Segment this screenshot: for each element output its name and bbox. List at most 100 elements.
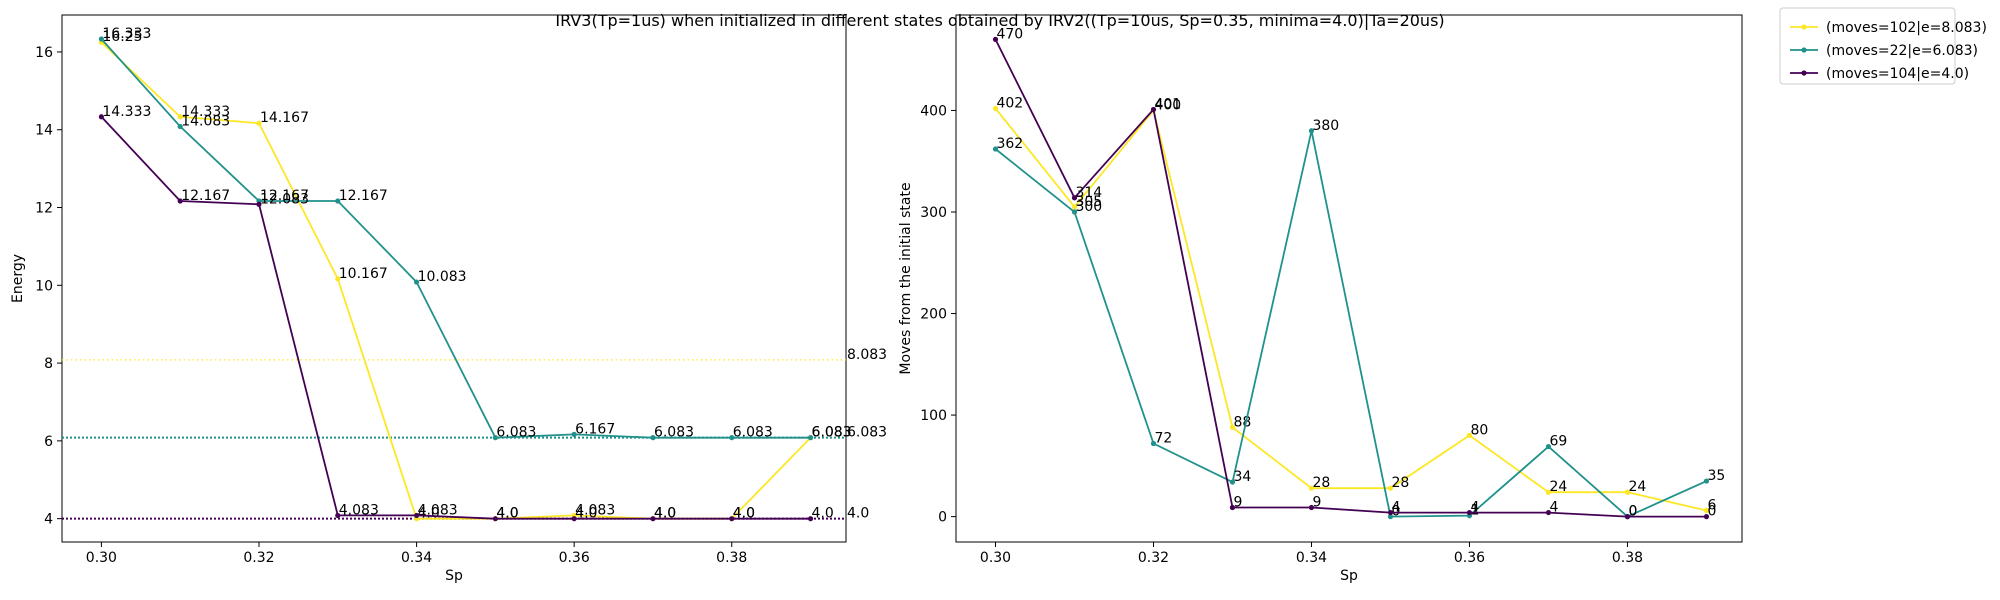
series-point-0 bbox=[1229, 424, 1236, 430]
data-label-2: 12.083 bbox=[260, 191, 309, 207]
series-point-1 bbox=[1071, 209, 1078, 215]
data-label-1: 0 bbox=[1391, 504, 1400, 520]
series-point-1 bbox=[335, 198, 341, 204]
series-point-2 bbox=[256, 201, 262, 207]
series-point-1 bbox=[729, 435, 735, 441]
series-point-2 bbox=[571, 516, 577, 522]
data-label-0: 28 bbox=[1312, 475, 1330, 491]
series-point-1 bbox=[807, 435, 814, 441]
data-label-1: 6.083 bbox=[496, 425, 536, 441]
series-point-1 bbox=[1150, 440, 1157, 447]
y-tick-label: 100 bbox=[920, 408, 947, 424]
x-tick-label: 0.30 bbox=[86, 550, 117, 566]
y-tick-label: 0 bbox=[938, 510, 947, 526]
reference-label-2: 4.0 bbox=[847, 506, 869, 522]
data-label-1: 35 bbox=[1707, 468, 1725, 484]
series-point-1 bbox=[1308, 128, 1315, 134]
series-point-0 bbox=[1387, 485, 1394, 491]
plot-frame bbox=[61, 14, 847, 543]
series-point-1 bbox=[98, 36, 104, 42]
data-label-0: 88 bbox=[1233, 414, 1251, 430]
data-label-2: 4.0 bbox=[575, 506, 597, 522]
x-tick-label: 0.36 bbox=[559, 550, 590, 566]
data-label-1: 34 bbox=[1233, 469, 1251, 485]
series-point-2 bbox=[1466, 509, 1473, 516]
y-tick-label: 300 bbox=[920, 205, 947, 221]
series-point-0 bbox=[1624, 489, 1631, 495]
data-label-0: 14.333 bbox=[181, 104, 230, 120]
data-label-1: 72 bbox=[1154, 431, 1172, 447]
data-label-2: 4.0 bbox=[496, 506, 518, 522]
data-label-2: 4.083 bbox=[339, 502, 379, 518]
series-point-2 bbox=[1071, 195, 1078, 201]
data-label-0: 14.167 bbox=[260, 110, 309, 126]
series-point-0 bbox=[1071, 204, 1078, 210]
series-point-2 bbox=[1308, 504, 1315, 511]
data-label-2: 4 bbox=[1549, 500, 1558, 516]
figure-title: IRV3(Tp=1us) when initialized in differe… bbox=[555, 11, 1444, 30]
series-point-2 bbox=[413, 512, 420, 519]
legend-box bbox=[1779, 7, 1956, 85]
data-label-2: 314 bbox=[1075, 185, 1102, 201]
y-tick-label: 10 bbox=[35, 278, 53, 294]
series-point-2 bbox=[650, 516, 656, 522]
data-label-0: 305 bbox=[1075, 194, 1102, 210]
y-tick-label: 6 bbox=[44, 434, 53, 450]
legend-marker-2 bbox=[1801, 70, 1807, 76]
series-point-1 bbox=[1703, 478, 1710, 484]
x-tick-label: 0.38 bbox=[716, 550, 747, 566]
y-tick-label: 8 bbox=[44, 356, 53, 372]
data-label-0: 4.0 bbox=[496, 506, 518, 522]
legend-marker-0 bbox=[1801, 24, 1807, 30]
series-line-2 bbox=[994, 38, 1707, 518]
series-point-2 bbox=[807, 516, 814, 522]
data-label-1: 362 bbox=[996, 136, 1023, 152]
data-label-2: 9 bbox=[1312, 494, 1321, 510]
series-point-1 bbox=[177, 123, 183, 130]
data-label-1: 6.083 bbox=[733, 425, 773, 441]
data-label-2: 0 bbox=[1707, 504, 1716, 520]
data-label-2: 12.167 bbox=[181, 188, 230, 204]
series-point-2 bbox=[992, 36, 999, 42]
series-point-2 bbox=[177, 198, 183, 204]
data-label-0: 24 bbox=[1549, 479, 1567, 495]
reference-label-0: 8.083 bbox=[847, 347, 887, 363]
series-point-1 bbox=[992, 146, 999, 152]
data-label-2: 4.0 bbox=[733, 506, 755, 522]
data-label-2: 401 bbox=[1154, 96, 1181, 112]
data-label-2: 4 bbox=[1470, 500, 1479, 516]
data-label-0: 24 bbox=[1628, 479, 1646, 495]
x-axis-label: Sp bbox=[1340, 568, 1358, 584]
y-tick-label: 4 bbox=[44, 512, 53, 528]
series-line-1 bbox=[100, 38, 811, 439]
series-point-0 bbox=[1545, 489, 1552, 495]
data-label-2: 9 bbox=[1233, 494, 1242, 510]
series-point-1 bbox=[1545, 443, 1552, 450]
legend: (moves=102|e=8.083) (moves=22|e=6.083) (mo… bbox=[1779, 7, 1987, 85]
series-point-2 bbox=[335, 512, 341, 519]
series-point-2 bbox=[729, 516, 735, 522]
x-tick-label: 0.30 bbox=[980, 550, 1011, 566]
series-line-0 bbox=[994, 107, 1707, 512]
x-tick-label: 0.36 bbox=[1454, 550, 1485, 566]
data-label-1: 16.333 bbox=[102, 26, 151, 42]
data-label-1: 6.083 bbox=[812, 425, 852, 441]
series-point-0 bbox=[1308, 485, 1315, 491]
series-point-2 bbox=[1150, 106, 1157, 113]
series-point-0 bbox=[1703, 507, 1710, 514]
data-label-0: 80 bbox=[1470, 422, 1488, 438]
series-point-1 bbox=[492, 435, 498, 441]
series-point-0 bbox=[256, 120, 262, 126]
data-label-0: 16.25 bbox=[102, 29, 142, 45]
data-label-1: 1 bbox=[1470, 503, 1479, 519]
y-tick-label: 200 bbox=[920, 307, 947, 323]
data-label-1: 10.083 bbox=[418, 269, 467, 285]
data-label-0: 402 bbox=[996, 95, 1023, 111]
legend-entry-1: (moves=22|e=6.083) bbox=[1826, 43, 1978, 59]
series-point-2 bbox=[1229, 504, 1236, 511]
series-point-2 bbox=[1387, 509, 1394, 516]
y-tick-label: 16 bbox=[35, 45, 53, 61]
reference-label-1: 6.083 bbox=[847, 425, 887, 441]
data-label-1: 12.167 bbox=[260, 188, 309, 204]
data-label-1: 6.167 bbox=[575, 421, 615, 437]
